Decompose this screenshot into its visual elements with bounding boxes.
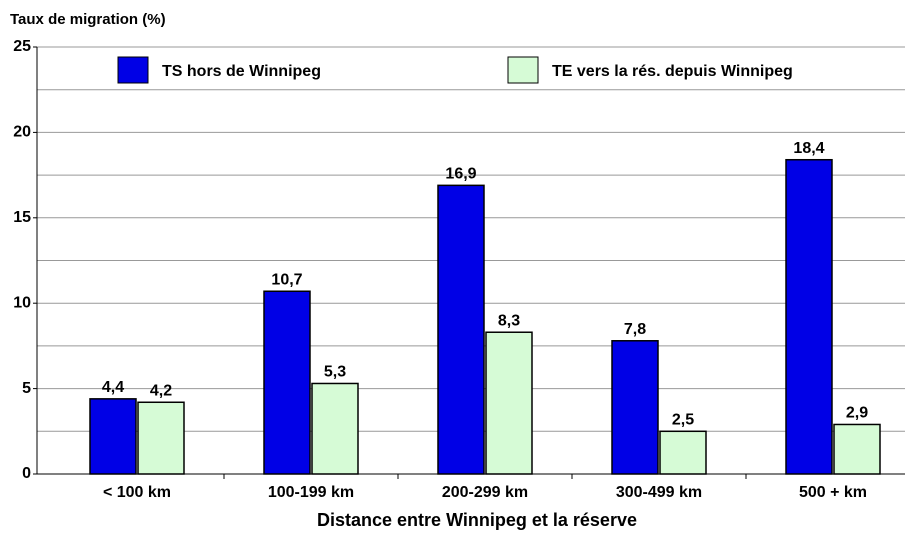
y-tick-label: 20 bbox=[13, 124, 31, 141]
bar bbox=[833, 423, 881, 475]
legend-box bbox=[100, 50, 890, 88]
bar bbox=[485, 331, 533, 475]
y-tick-label: 0 bbox=[22, 465, 31, 482]
bar bbox=[437, 184, 485, 475]
y-tick-label: 5 bbox=[22, 380, 31, 397]
y-tick-label: 25 bbox=[13, 38, 31, 55]
legend-swatch bbox=[507, 56, 539, 84]
x-tick-label: < 100 km bbox=[103, 484, 171, 501]
legend-label: TE vers la rés. depuis Winnipeg bbox=[552, 63, 793, 80]
y-tick-label: 15 bbox=[13, 209, 31, 226]
x-tick-label: 100-199 km bbox=[268, 484, 354, 501]
bar bbox=[311, 382, 359, 475]
data-label: 8,3 bbox=[498, 312, 520, 329]
data-label: 16,9 bbox=[445, 166, 476, 183]
y-axis-label: Taux de migration (%) bbox=[10, 11, 166, 28]
bar bbox=[659, 430, 707, 475]
data-label: 2,5 bbox=[672, 412, 694, 429]
legend-swatch bbox=[117, 56, 149, 84]
data-label: 4,4 bbox=[102, 379, 124, 396]
x-tick-label: 300-499 km bbox=[616, 484, 702, 501]
x-tick-label: 500 + km bbox=[799, 484, 867, 501]
bar bbox=[785, 158, 833, 475]
data-label: 18,4 bbox=[793, 140, 824, 157]
y-tick-label: 10 bbox=[13, 294, 31, 311]
data-label: 4,2 bbox=[150, 382, 172, 399]
data-label: 5,3 bbox=[324, 364, 346, 381]
x-tick-label: 200-299 km bbox=[442, 484, 528, 501]
bar bbox=[263, 290, 311, 475]
data-label: 10,7 bbox=[271, 271, 302, 288]
legend-label: TS hors de Winnipeg bbox=[162, 63, 321, 80]
bar bbox=[137, 401, 185, 475]
bar bbox=[89, 398, 137, 475]
data-label: 7,8 bbox=[624, 321, 646, 338]
bar bbox=[611, 340, 659, 475]
x-axis-label: Distance entre Winnipeg et la réserve bbox=[317, 510, 637, 530]
data-label: 2,9 bbox=[846, 405, 868, 422]
